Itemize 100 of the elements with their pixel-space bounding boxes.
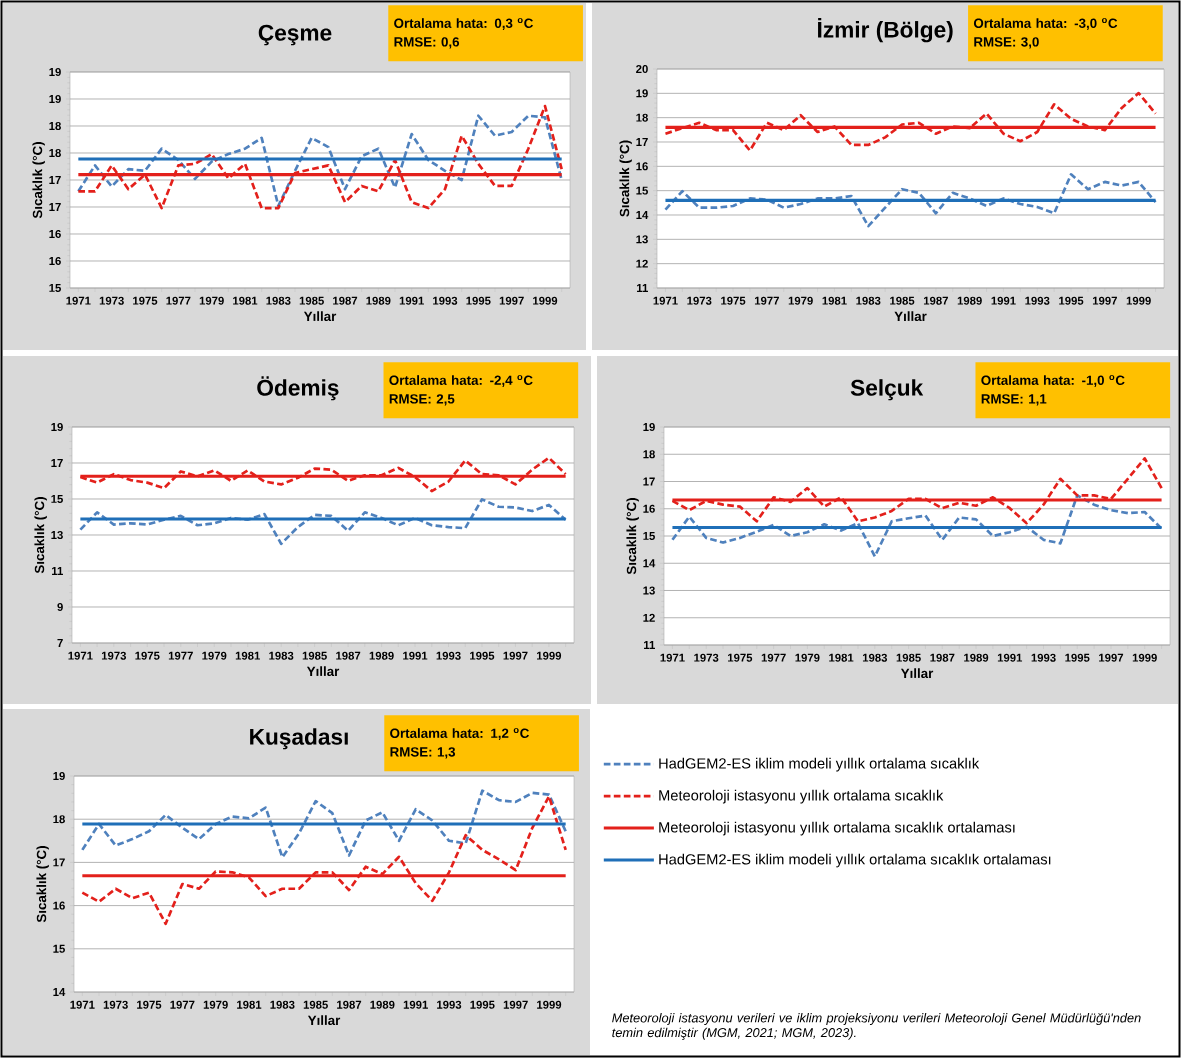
x-axis-title: Yıllar — [894, 311, 927, 322]
x-tick-label: 1971 — [653, 296, 678, 305]
x-tick-label: 1983 — [269, 651, 294, 660]
chart-title: Çeşme — [258, 24, 332, 46]
line-series — [664, 91, 1157, 152]
y-tick-label: 15 — [51, 495, 63, 503]
x-tick-label: 1975 — [137, 1000, 162, 1009]
x-tick-label: 1995 — [1059, 296, 1084, 305]
y-tick-label: 15 — [53, 944, 65, 953]
y-tick-label: 13 — [636, 235, 648, 244]
x-tick-label: 1981 — [829, 653, 854, 662]
x-tick-label: 1993 — [436, 651, 461, 660]
x-tick-label: 1989 — [366, 296, 391, 305]
x-tick-label: 1993 — [1025, 296, 1050, 305]
y-tick-label: 15 — [643, 532, 655, 540]
y-tick-label: 12 — [636, 259, 648, 268]
line-series — [664, 173, 1157, 228]
x-tick-label: 1985 — [299, 296, 324, 305]
y-tick-label: 14 — [643, 559, 656, 568]
x-tick-label: 1973 — [99, 296, 124, 305]
x-tick-label: 1975 — [728, 653, 753, 662]
x-tick-label: 1985 — [896, 653, 921, 662]
x-tick-label: 1971 — [660, 653, 685, 662]
legend-label: Meteoroloji istasyonu yıllık ortalama sıcaklık ortalaması — [659, 821, 1015, 836]
text: Meteoroloji istasyonu verileri ve iklim projeksiyonu verileri Meteoroloji Genel Müdürlüğü'nden temin edilmiştir (MGM, 2021; MGM, 2023). — [612, 1012, 1141, 1040]
x-tick-label: 1981 — [822, 296, 847, 305]
chart-title: Selçuk — [850, 379, 924, 401]
x-tick-label: 1985 — [302, 651, 327, 660]
text: Ortalama hata: -1,0 $^{o}$C — [981, 374, 1125, 387]
text: RMSE: 0,6 — [394, 37, 460, 49]
x-tick-label: 1979 — [203, 1000, 228, 1009]
x-tick-label: 1999 — [1132, 653, 1157, 662]
x-tick-label: 1975 — [133, 296, 158, 305]
x-tick-label: 1991 — [997, 653, 1023, 662]
y-tick-label: 14 — [636, 211, 649, 219]
line-series — [81, 794, 568, 926]
x-tick-label: 1997 — [499, 296, 524, 305]
y-tick-label: 17 — [53, 858, 65, 867]
x-tick-label: 1971 — [68, 651, 93, 660]
x-tick-label: 1979 — [202, 651, 227, 660]
y-tick-label: 14 — [53, 988, 66, 996]
y-tick-label: 17 — [636, 138, 648, 146]
x-tick-label: 1991 — [399, 296, 424, 305]
x-tick-label: 1995 — [466, 296, 491, 305]
y-tick-label: 12 — [643, 613, 655, 622]
x-tick-label: 1999 — [537, 1000, 562, 1009]
x-tick-label: 1979 — [788, 296, 813, 305]
y-tick-label: 13 — [51, 530, 63, 540]
y-tick-label: 19 — [49, 67, 61, 76]
x-tick-label: 1979 — [199, 296, 224, 305]
x-tick-label: 1987 — [923, 296, 948, 305]
x-tick-label: 1977 — [754, 296, 779, 305]
x-tick-label: 1987 — [930, 653, 955, 662]
x-tick-label: 1975 — [135, 651, 160, 660]
x-tick-label: 1993 — [1031, 653, 1056, 662]
chart-title: İzmir (Bölge) — [818, 18, 953, 43]
x-axis-title: Yıllar — [306, 666, 340, 677]
y-tick-label: 17 — [51, 459, 63, 467]
y-tick-label: 9 — [57, 602, 63, 611]
x-tick-label: 1977 — [166, 296, 191, 305]
x-tick-label: 1975 — [721, 296, 746, 305]
x-tick-label: 1979 — [795, 653, 820, 662]
legend-label: HadGEM2-ES iklim modeli yıllık ortalama sıcaklık ortalaması — [659, 853, 1051, 868]
y-tick-label: 17 — [643, 477, 655, 486]
x-tick-label: 1983 — [266, 296, 291, 305]
y-tick-label: 15 — [636, 186, 648, 195]
y-tick-label: 19 — [51, 422, 63, 431]
y-tick-label: 11 — [644, 641, 655, 649]
y-axis-title: Sıcaklık (°C) — [36, 846, 49, 923]
line-series — [671, 494, 1163, 558]
x-tick-label: 1997 — [503, 1000, 528, 1009]
y-tick-label: 11 — [52, 567, 63, 575]
x-tick-label: 1977 — [170, 1000, 195, 1009]
y-tick-label: 15 — [49, 284, 61, 292]
x-tick-label: 1985 — [303, 1000, 328, 1009]
x-tick-label: 1997 — [503, 651, 528, 660]
x-tick-label: 1989 — [369, 651, 394, 660]
text: Ortalama hata: -2,4 $^{o}$C — [389, 374, 533, 387]
y-tick-label: 13 — [643, 586, 655, 595]
x-tick-label: 1997 — [1099, 653, 1124, 662]
x-tick-label: 1977 — [761, 653, 786, 662]
y-tick-label: 18 — [49, 148, 61, 157]
chart-title: Ödemiş — [257, 376, 339, 401]
x-tick-label: 1997 — [1092, 296, 1117, 305]
y-tick-label: 19 — [49, 94, 61, 103]
text: RMSE: 1,1 — [981, 394, 1047, 406]
y-axis-title: Sıcaklık (°C) — [32, 142, 45, 219]
x-tick-label: 1973 — [103, 1000, 128, 1009]
chart-title: Kuşadası — [250, 728, 348, 750]
x-tick-label: 1987 — [333, 296, 358, 305]
x-tick-label: 1999 — [533, 296, 558, 305]
y-tick-label: 16 — [53, 901, 65, 910]
x-tick-label: 1989 — [370, 1000, 395, 1009]
x-tick-label: 1973 — [687, 296, 712, 305]
x-tick-label: 1991 — [403, 1000, 428, 1009]
y-axis-title: Sıcaklık (°C) — [626, 498, 639, 575]
x-tick-label: 1995 — [470, 1000, 495, 1009]
x-tick-label: 1973 — [101, 651, 127, 660]
y-tick-label: 11 — [637, 284, 648, 292]
x-tick-label: 1993 — [433, 296, 458, 305]
